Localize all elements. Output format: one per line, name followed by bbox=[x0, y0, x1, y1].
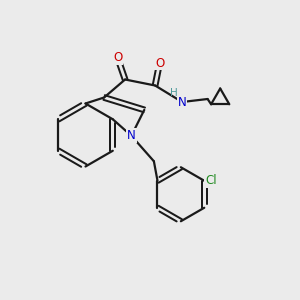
Text: H: H bbox=[170, 88, 178, 98]
Text: O: O bbox=[155, 56, 164, 70]
Text: O: O bbox=[113, 51, 122, 64]
Text: N: N bbox=[178, 95, 187, 109]
Text: Cl: Cl bbox=[205, 174, 217, 187]
Text: N: N bbox=[127, 129, 136, 142]
